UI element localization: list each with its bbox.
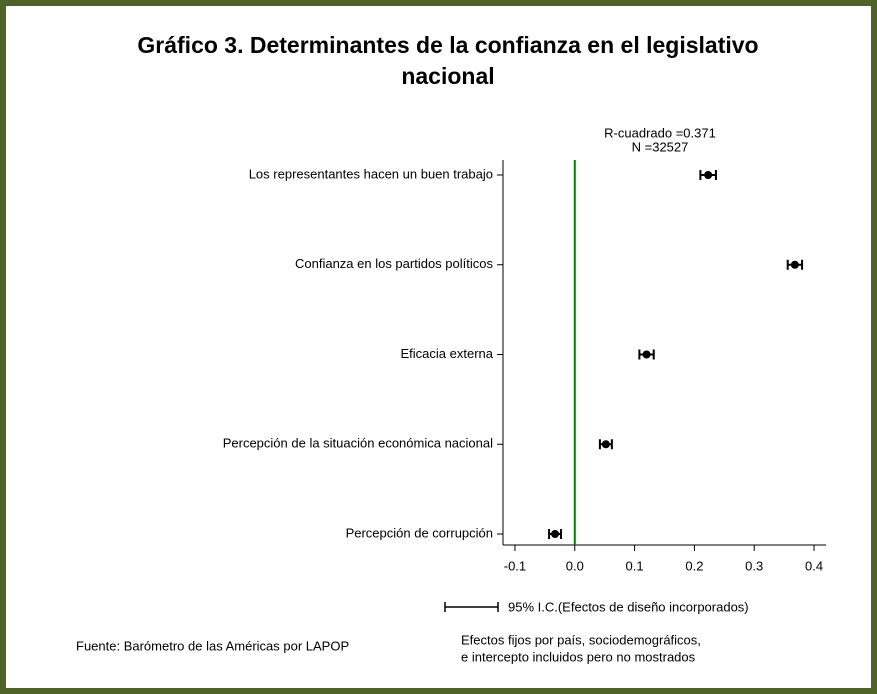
source: Fuente: Barómetro de las Américas por LA… [76,638,349,653]
note: Efectos fijos por país, sociodemográfico… [461,632,701,647]
chart-title: nacional [401,63,494,89]
annotation: R-cuadrado =0.371 [604,125,716,140]
point [601,440,610,449]
y-tick-label: Percepción de corrupción [346,525,493,540]
x-tick-label: 0.1 [626,558,644,573]
y-tick-label: Los representantes hacen un buen trabajo [249,166,493,181]
x-tick-label: -0.1 [504,558,526,573]
legend-label: 95% I.C.(Efectos de diseño incorporados) [508,599,749,614]
x-tick-label: 0.4 [805,558,823,573]
x-tick-label: 0.3 [745,558,763,573]
y-tick-label: Eficacia externa [401,346,494,361]
chart-title: Gráfico 3. Determinantes de la confianza… [137,32,758,58]
y-tick-label: Confianza en los partidos políticos [295,256,494,271]
point [642,350,651,359]
point [790,260,799,269]
note: e intercepto incluidos pero no mostrados [461,649,696,664]
point [704,171,713,179]
annotation: N =32527 [632,139,689,154]
legend-symbol [444,602,499,612]
y-tick-label: Percepción de la situación económica nac… [223,436,493,451]
point [551,530,560,538]
x-tick-label: 0.2 [685,558,703,573]
x-tick-label: 0.0 [566,558,584,573]
